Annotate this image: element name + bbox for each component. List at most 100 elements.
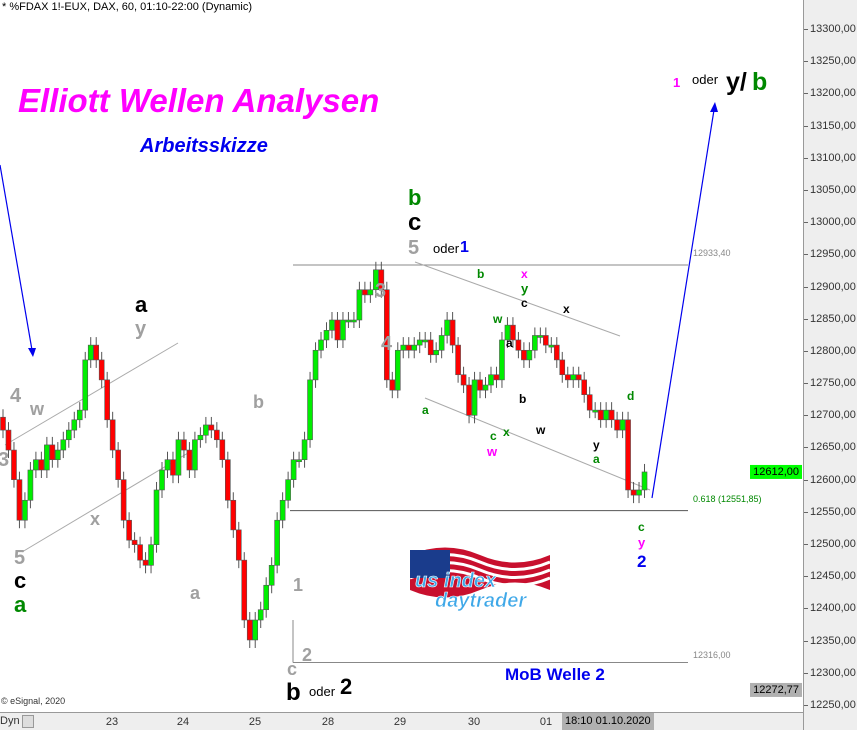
candle-body xyxy=(389,379,396,391)
candle-body xyxy=(460,374,467,386)
candle-body xyxy=(351,319,357,323)
candle-body xyxy=(614,419,620,431)
y-tick-label: 13300,00 xyxy=(810,23,856,35)
wave-label: 4 xyxy=(381,333,393,355)
dyn-label[interactable]: Dyn xyxy=(0,715,20,727)
logo: us index daytrader xyxy=(405,545,555,615)
candle-body xyxy=(60,439,67,451)
candle-body xyxy=(153,489,160,545)
candle-body xyxy=(488,374,494,386)
candle-body xyxy=(564,374,571,381)
candle-body xyxy=(581,379,588,395)
x-tick-label: 25 xyxy=(248,716,262,728)
candle-body xyxy=(268,564,275,586)
candle-body xyxy=(252,619,259,641)
y-tick-label: 12550,00 xyxy=(810,505,856,518)
candle-body xyxy=(257,609,264,621)
y-tick xyxy=(804,350,808,352)
wave-label: 4 xyxy=(10,385,22,407)
candle-body xyxy=(427,339,434,356)
wave-label: c xyxy=(14,568,27,593)
y-tick-label: 13150,00 xyxy=(810,119,856,132)
candle-body xyxy=(38,459,45,471)
candle-body xyxy=(586,394,593,411)
y-tick xyxy=(804,29,808,30)
wave-label: 5 xyxy=(14,547,26,569)
lock-icon[interactable] xyxy=(22,715,34,728)
candle-body xyxy=(444,319,450,336)
candle-body xyxy=(164,459,171,471)
candle-body xyxy=(619,419,626,431)
wave-label: a xyxy=(422,403,429,417)
candle-body xyxy=(11,449,17,480)
target-1: 1 xyxy=(673,75,681,90)
candle-body xyxy=(131,539,138,545)
candle-body xyxy=(120,479,127,521)
y-tick-label: 12850,00 xyxy=(810,312,856,325)
chart-plot-area[interactable]: 4 w 3 5 c a x a y a b 1 2 c b oder 2 3 4 b c 5 oder 1 a b w c w x a b x y… xyxy=(0,0,803,705)
x-tick-label: 24 xyxy=(176,716,190,728)
y-tick xyxy=(804,61,808,63)
candle-body xyxy=(181,439,187,451)
candle-body xyxy=(71,419,78,431)
copyright: © eSignal, 2020 xyxy=(1,696,66,706)
candle-body xyxy=(340,319,346,341)
candle-body xyxy=(27,469,34,501)
y-tick xyxy=(804,447,808,449)
x-tick-label: 30 xyxy=(467,716,481,728)
candle-body xyxy=(93,344,100,361)
candle-body xyxy=(356,289,363,321)
level-fib-label: 0.618 (12551,85) xyxy=(693,494,762,504)
wave-label: w xyxy=(30,399,45,419)
y-tick-label: 12750,00 xyxy=(810,377,856,390)
candle-body xyxy=(329,319,335,331)
wave-label: y xyxy=(593,438,600,452)
x-tick-label: 01 xyxy=(539,716,553,728)
y-tick xyxy=(804,705,808,706)
price-axis[interactable]: 13300,00 13250,00 13200,00 13150,00 13100,00… xyxy=(803,0,857,730)
candle-body xyxy=(515,339,522,351)
candle-body xyxy=(307,379,313,441)
candle-body xyxy=(301,439,308,461)
y-tick-label: 13000,00 xyxy=(810,216,856,229)
candle-body xyxy=(367,289,374,296)
candle-body xyxy=(384,289,390,381)
wave-label: c xyxy=(287,659,298,679)
candle-body xyxy=(449,319,456,346)
candle-body xyxy=(159,469,165,491)
candle-body xyxy=(290,459,297,480)
candle-body xyxy=(592,409,598,413)
wave-label: 3 xyxy=(0,449,10,471)
candle-body xyxy=(493,374,500,381)
cursor-price-tag: 12272,77 xyxy=(750,683,802,698)
candle-body xyxy=(323,330,330,341)
y-tick xyxy=(804,672,808,674)
y-tick xyxy=(804,576,808,578)
y-tick xyxy=(804,125,808,127)
wave-label: w xyxy=(536,423,546,437)
channel-line xyxy=(21,452,189,553)
candle-body xyxy=(438,335,445,351)
mob-label: MoB Welle 2 xyxy=(505,665,605,684)
y-tick xyxy=(804,383,808,385)
candle-body xyxy=(16,479,23,521)
y-tick xyxy=(804,415,808,417)
candle-body xyxy=(318,339,324,351)
y-tick xyxy=(804,479,808,481)
wave-label: 2 xyxy=(340,674,353,699)
candle-body xyxy=(553,344,560,361)
wave-label: c xyxy=(638,520,645,534)
candle-body xyxy=(235,529,242,561)
candle-body xyxy=(241,559,248,621)
candle-body xyxy=(0,416,6,431)
target-y: y/ xyxy=(726,68,747,96)
candle-body xyxy=(246,619,253,641)
candle-body xyxy=(510,324,516,341)
price-chart xyxy=(0,102,718,664)
time-axis[interactable]: Dyn 23 24 25 28 29 30 01 18:10 01.10.2020 xyxy=(0,712,803,730)
channel-line xyxy=(424,397,651,491)
wave-label: x xyxy=(90,509,101,529)
projection-arrow-left xyxy=(0,164,33,351)
candle-body xyxy=(334,319,341,341)
cursor-time-tag: 18:10 01.10.2020 xyxy=(562,713,654,730)
